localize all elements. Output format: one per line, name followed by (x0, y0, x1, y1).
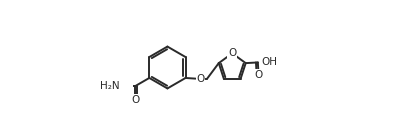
Text: O: O (131, 95, 140, 105)
Text: OH: OH (261, 57, 277, 67)
Text: O: O (196, 74, 205, 84)
Text: O: O (228, 48, 236, 58)
Text: O: O (254, 70, 263, 80)
Text: H₂N: H₂N (100, 81, 120, 91)
